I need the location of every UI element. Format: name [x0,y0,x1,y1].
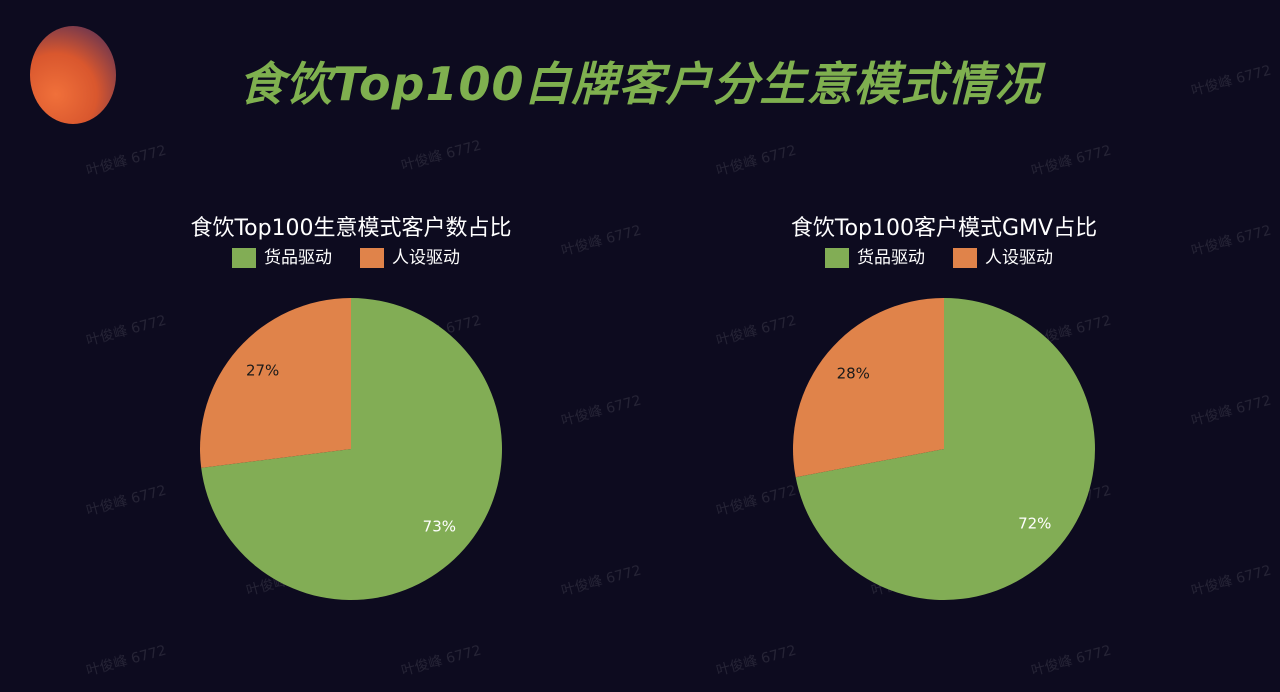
legend-label: 货品驱动 [264,248,332,268]
slice-label: 73% [423,517,456,535]
legend-label: 人设驱动 [985,248,1053,268]
pie-slice [793,298,944,478]
legend-swatch [825,248,849,268]
legend-swatch [953,248,977,268]
legend-swatch [232,248,256,268]
legend-label: 货品驱动 [857,248,925,268]
pie-slice [199,297,351,468]
pie-slice [201,298,502,600]
pie-slice [795,298,1095,600]
page-title: 食饮Top100白牌客户分生意模式情况 [238,57,1042,111]
chart-title: 食饮Top100生意模式客户数占比 [190,216,511,241]
legend-swatch [360,248,384,268]
slice-label: 28% [837,364,870,382]
decorative-orb [30,26,116,124]
legend-label: 人设驱动 [392,248,460,268]
chart-title: 食饮Top100客户模式GMV占比 [791,216,1097,241]
slice-label: 27% [246,362,279,380]
slice-label: 72% [1018,515,1051,533]
